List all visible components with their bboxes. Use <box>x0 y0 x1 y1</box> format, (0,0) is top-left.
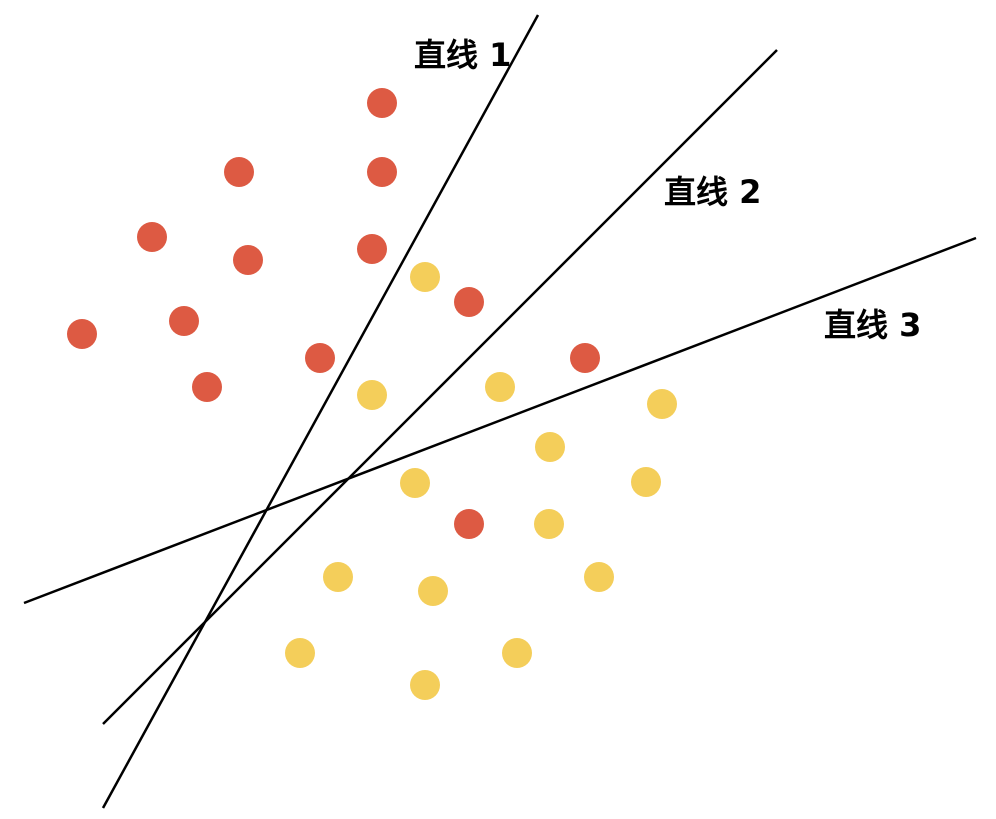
red-point <box>224 157 254 187</box>
red-point <box>357 234 387 264</box>
yellow-point <box>410 670 440 700</box>
yellow-points-group <box>285 262 677 700</box>
yellow-point <box>647 389 677 419</box>
yellow-point <box>323 562 353 592</box>
red-point <box>570 343 600 373</box>
red-point <box>192 372 222 402</box>
yellow-point <box>418 576 448 606</box>
yellow-point <box>400 468 430 498</box>
yellow-point <box>410 262 440 292</box>
red-point <box>367 88 397 118</box>
red-point <box>454 509 484 539</box>
red-point <box>67 319 97 349</box>
red-point <box>367 157 397 187</box>
red-point <box>305 343 335 373</box>
line-1-label: 直线 1 <box>414 36 511 74</box>
line-2-label: 直线 2 <box>664 173 761 211</box>
yellow-point <box>534 509 564 539</box>
line-1 <box>101 14 540 809</box>
red-point <box>137 222 167 252</box>
yellow-point <box>502 638 532 668</box>
separator-lines-group <box>23 14 977 809</box>
line-3 <box>23 236 977 605</box>
yellow-point <box>485 372 515 402</box>
red-point <box>169 306 199 336</box>
yellow-point <box>631 467 661 497</box>
yellow-point <box>357 380 387 410</box>
yellow-point <box>285 638 315 668</box>
red-points-group <box>67 88 600 539</box>
yellow-point <box>535 432 565 462</box>
yellow-point <box>584 562 614 592</box>
line-labels-group: 直线 1 直线 2 直线 3 <box>414 36 921 344</box>
line-2 <box>102 49 778 725</box>
line-3-label: 直线 3 <box>824 306 921 344</box>
red-point <box>233 245 263 275</box>
red-point <box>454 287 484 317</box>
